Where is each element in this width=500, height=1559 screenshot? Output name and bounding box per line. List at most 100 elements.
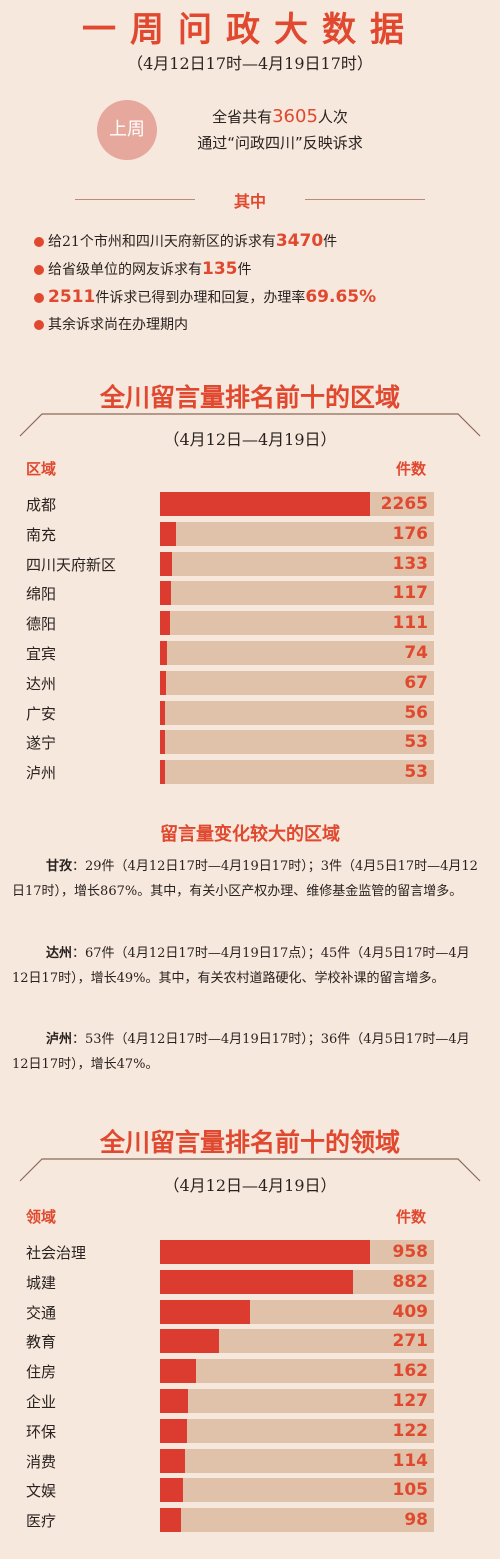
summary-item: 给省级单位的网友诉求有135件 xyxy=(34,255,484,283)
regions-date: （4月12日—4月19日） xyxy=(163,430,337,449)
bar-value-label: 98 xyxy=(404,1510,428,1531)
bar-value-label: 127 xyxy=(392,1391,429,1411)
bar-track: 67 xyxy=(160,670,434,695)
bar-value-label: 176 xyxy=(392,523,429,544)
bar xyxy=(160,670,167,695)
regions-title-rule xyxy=(19,413,481,437)
bar-track: 114 xyxy=(160,1448,434,1473)
summary-item: 给21个市州和四川天府新区的诉求有3470件 xyxy=(34,227,484,255)
page-title: 一周问政大数据 xyxy=(82,10,418,50)
change-region-name: 泸州 xyxy=(46,1032,73,1047)
bar-category-label: 社会治理 xyxy=(26,1244,87,1262)
bar-track: 111 xyxy=(160,611,434,636)
change-region-name: 甘孜 xyxy=(46,859,73,874)
intro-line-2: 通过“问政四川”反映诉求 xyxy=(197,134,363,152)
bar-value-label: 133 xyxy=(392,553,429,574)
summary-heading: 其中 xyxy=(233,192,266,211)
bar-value-label: 122 xyxy=(392,1420,429,1441)
summary-text: 给21个市州和四川天府新区的诉求有 xyxy=(48,234,276,250)
bar-category-label: 广安 xyxy=(26,704,57,723)
intro-text: 全省共有3605人次 通过“问政四川”反映诉求 xyxy=(170,104,390,156)
bar-value-label: 114 xyxy=(392,1450,429,1471)
bar-category-label: 城建 xyxy=(26,1273,57,1292)
bar-track: 133 xyxy=(160,551,434,576)
summary-item: 其余诉求尚在办理期内 xyxy=(34,311,484,339)
bar xyxy=(160,700,166,725)
bar-category-label: 德阳 xyxy=(26,615,57,634)
bar xyxy=(160,611,171,636)
bar-value-label: 67 xyxy=(404,672,428,693)
fields-col-right: 件数 xyxy=(396,1208,427,1226)
regions-col-left: 区域 xyxy=(26,460,57,478)
bar-category-label: 消费 xyxy=(26,1452,57,1471)
bar-track: 74 xyxy=(160,641,434,665)
bar-track: 98 xyxy=(160,1508,434,1533)
summary-text: 其余诉求尚在办理期内 xyxy=(48,317,188,333)
bar xyxy=(160,581,171,606)
bar-category-label: 遂宁 xyxy=(26,734,57,753)
summary-list: 给21个市州和四川天府新区的诉求有3470件 给省级单位的网友诉求有135件 2… xyxy=(34,227,484,339)
bar-track: 53 xyxy=(160,760,434,785)
regions-col-right: 件数 xyxy=(396,460,427,478)
bar-category-label: 南充 xyxy=(26,525,57,544)
bar xyxy=(160,1359,196,1384)
bar xyxy=(160,1478,184,1503)
bar-category-label: 四川天府新区 xyxy=(26,555,117,574)
bar xyxy=(160,1389,188,1413)
bar-track: 176 xyxy=(160,521,434,546)
intro-number: 3605 xyxy=(272,106,318,127)
bar-category-label: 医疗 xyxy=(26,1512,57,1531)
bar-value-label: 56 xyxy=(404,702,428,723)
intro-pre: 全省共有 xyxy=(212,108,273,126)
bar xyxy=(160,1240,370,1264)
regions-title: 全川留言量排名前十的区域 xyxy=(99,383,400,412)
bar-track: 271 xyxy=(160,1329,434,1354)
summary-text: 件诉求已得到办理和回复，办理率 xyxy=(95,290,306,306)
change-paragraph: 甘孜：29件（4月12日17时—4月19日17时）；3件（4月5日17时—4月1… xyxy=(12,854,486,904)
bar-track: 56 xyxy=(160,700,434,725)
fields-title-rule xyxy=(19,1158,481,1182)
bar-value-label: 53 xyxy=(404,762,428,783)
bar xyxy=(160,1508,182,1533)
fields-col-left: 领域 xyxy=(26,1208,57,1226)
bar-category-label: 泸州 xyxy=(26,764,57,783)
summary-text: 给省级单位的网友诉求有 xyxy=(48,262,202,278)
bar-value-label: 958 xyxy=(392,1242,429,1262)
bar-category-label: 文娱 xyxy=(26,1482,57,1501)
bar-value-label: 117 xyxy=(392,583,429,604)
summary-item: 2511件诉求已得到办理和回复，办理率69.65% xyxy=(34,283,484,311)
bar-category-label: 企业 xyxy=(26,1393,57,1411)
bar-value-label: 105 xyxy=(392,1480,429,1501)
bar-category-label: 宜宾 xyxy=(26,645,57,663)
summary-highlight: 69.65% xyxy=(305,287,377,307)
bar xyxy=(160,1269,354,1294)
bar-value-label: 74 xyxy=(404,643,428,663)
bar xyxy=(160,1329,220,1354)
change-paragraph: 达州：67件（4月12日17时—4月19日17点）；45件（4月5日17时—4月… xyxy=(12,941,486,991)
changes-title: 留言量变化较大的区域 xyxy=(160,824,340,845)
bar-track: 162 xyxy=(160,1359,434,1384)
bullet-dot-icon xyxy=(34,265,44,275)
bar xyxy=(160,1299,250,1324)
bar xyxy=(160,521,177,546)
last-week-badge: 上周 xyxy=(97,100,157,160)
change-region-text: ：53件（4月12日17时—4月19日17时）；36件（4月5日17时—4月12… xyxy=(12,1032,470,1072)
bar-category-label: 环保 xyxy=(26,1422,57,1441)
fields-date: （4月12日—4月19日） xyxy=(163,1176,337,1195)
summary-highlight: 135 xyxy=(202,259,238,279)
bar-track: 117 xyxy=(160,581,434,606)
bar-category-label: 成都 xyxy=(26,496,57,514)
bar-category-label: 住房 xyxy=(26,1363,57,1382)
bar-category-label: 教育 xyxy=(26,1333,57,1352)
summary-text: 件 xyxy=(237,262,252,278)
bar-track: 2265 xyxy=(160,492,434,516)
divider-left xyxy=(75,199,195,200)
bar xyxy=(160,1418,187,1443)
change-region-name: 达州 xyxy=(46,946,73,961)
bar xyxy=(160,730,165,755)
bar xyxy=(160,1448,185,1473)
bar-category-label: 达州 xyxy=(26,674,57,693)
bar-track: 882 xyxy=(160,1269,434,1294)
bullet-dot-icon xyxy=(34,320,44,330)
bullet-dot-icon xyxy=(34,237,44,247)
